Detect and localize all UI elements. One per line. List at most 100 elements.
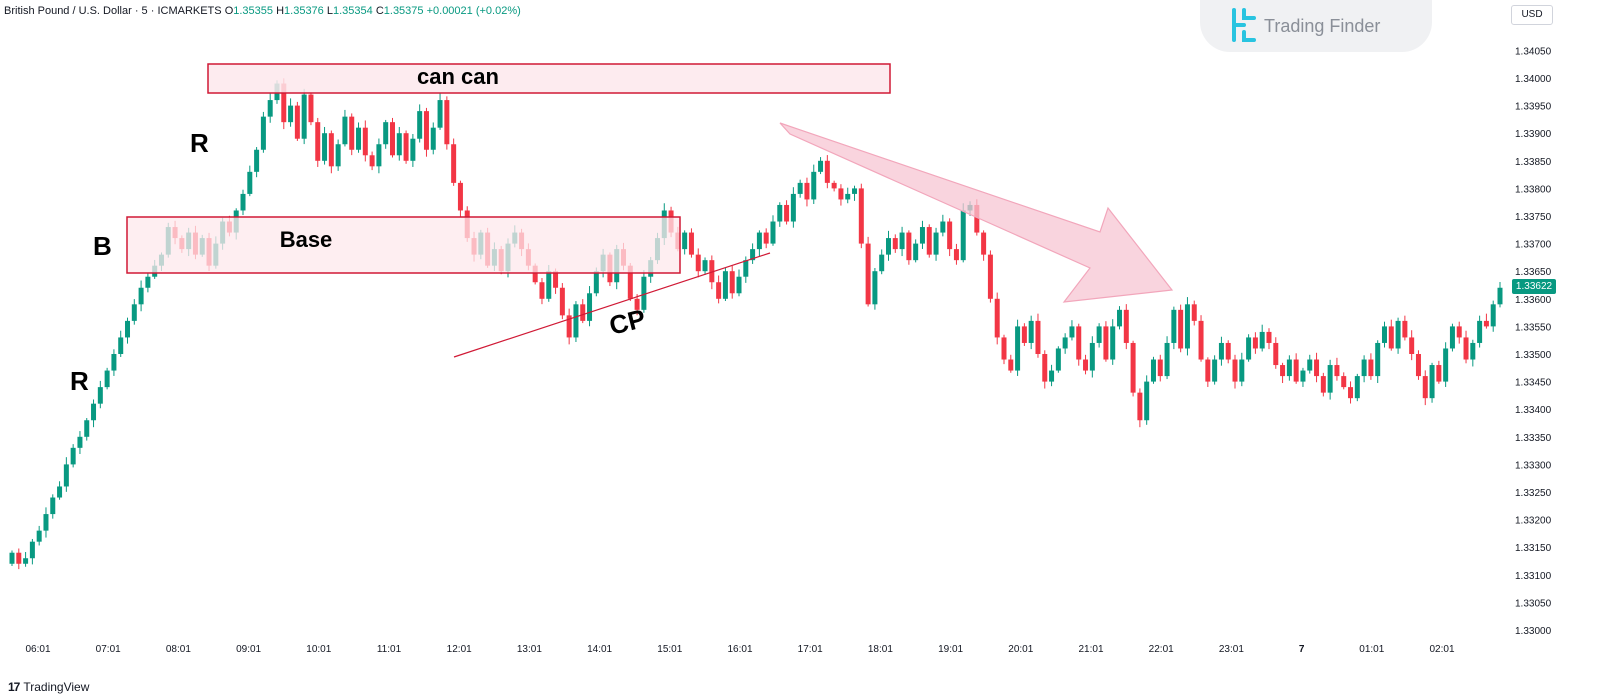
candle-body [1164, 342, 1170, 377]
candle-body [16, 552, 22, 564]
candle-body [43, 514, 49, 531]
candle-body [1246, 337, 1252, 360]
candle-body [743, 260, 749, 277]
candle-body [342, 116, 348, 145]
candle-body [267, 100, 273, 117]
candle-body [457, 182, 463, 211]
candle-body [1409, 337, 1415, 354]
candle-body [376, 144, 382, 167]
x-tick-label: 13:01 [517, 644, 542, 655]
candle-body [947, 221, 953, 250]
candle-body [288, 105, 294, 123]
tradingview-label: TradingView [23, 680, 90, 694]
symbol-label: British Pound / U.S. Dollar · 5 · ICMARK… [4, 5, 222, 17]
y-tick-label: 1.33850 [1515, 157, 1552, 168]
currency-button[interactable]: USD [1511, 5, 1553, 25]
candle-body [9, 552, 15, 564]
candle-body [858, 188, 864, 244]
candle-body [57, 486, 63, 498]
candle-body [1320, 376, 1326, 393]
candle-body [1076, 326, 1082, 360]
y-tick-label: 1.34000 [1515, 74, 1552, 85]
open-value: 1.35355 [233, 5, 274, 17]
x-tick-label: 09:01 [236, 644, 261, 655]
base-zone-box [126, 216, 681, 274]
label-cp: CP [606, 303, 648, 341]
candle-body [97, 387, 103, 404]
x-tick-label: 19:01 [938, 644, 963, 655]
symbol-header: British Pound / U.S. Dollar · 5 · ICMARK… [4, 5, 521, 17]
candle-body [1395, 320, 1401, 349]
candle-body [682, 232, 688, 250]
candle-body [451, 144, 457, 183]
candle-body [953, 249, 959, 261]
change-value: +0.00021 (+0.02%) [426, 5, 521, 17]
y-tick-label: 1.34050 [1515, 46, 1552, 57]
x-tick-label: 06:01 [25, 644, 50, 655]
candle-body [879, 254, 885, 272]
candle-body [1341, 376, 1347, 388]
candle-body [70, 447, 76, 465]
candle-body [1028, 320, 1034, 343]
candle-body [1327, 365, 1333, 393]
y-tick-label: 1.33450 [1515, 378, 1552, 389]
y-tick-label: 1.33950 [1515, 102, 1552, 113]
candle-body [559, 287, 565, 316]
candle-body [702, 260, 708, 272]
candle-body [1300, 370, 1306, 382]
supply-zone-box [207, 63, 891, 94]
candle-body [254, 149, 260, 172]
y-tick-label: 1.33650 [1515, 267, 1552, 278]
candle-body [389, 122, 395, 156]
candle-body [315, 122, 321, 161]
candle-body [1035, 320, 1041, 354]
candle-body [1212, 359, 1218, 382]
candle-body [1001, 337, 1007, 360]
candle-body [1314, 359, 1320, 377]
candle-body [1150, 359, 1156, 382]
candle-body [797, 182, 803, 194]
candle-body [349, 116, 355, 150]
high-value: 1.35376 [284, 5, 324, 17]
candle-body [1096, 326, 1102, 343]
x-tick-label: 01:01 [1359, 644, 1384, 655]
base-zone-label: Base [280, 227, 333, 252]
x-axis: 06:01 07:01 08:01 09:01 10:01 11:01 12:01 13:01… [25, 644, 1454, 655]
candle-body [423, 111, 429, 150]
candle-body [91, 403, 97, 421]
candle-body [885, 238, 891, 255]
candle-body [695, 254, 701, 272]
candle-body [63, 464, 69, 487]
tradingview-brand[interactable]: 17 TradingView [8, 680, 89, 694]
candle-body [23, 558, 29, 564]
candle-body [1286, 359, 1292, 377]
supply-zone-label: can can [417, 64, 499, 89]
candle-body [1225, 342, 1231, 360]
x-tick-label: 11:01 [377, 644, 402, 655]
candle-body [1239, 359, 1245, 382]
candle-body [790, 193, 796, 222]
price-axis-panel[interactable] [1508, 0, 1600, 660]
candle-body [84, 420, 90, 437]
candle-body [335, 144, 341, 167]
x-tick-label: 7 [1299, 644, 1305, 655]
candle-body [1198, 320, 1204, 360]
candle-body [770, 221, 776, 244]
candle-body [1110, 326, 1116, 360]
candle-body [1483, 320, 1489, 327]
candle-body [403, 133, 409, 161]
candle-body [444, 100, 450, 145]
candle-body [1477, 320, 1483, 343]
x-tick-label: 21:01 [1078, 644, 1103, 655]
x-tick-label: 18:01 [868, 644, 893, 655]
candle-body [1042, 354, 1048, 382]
candle-body [804, 182, 810, 200]
candle-body [831, 182, 837, 189]
candle-body [1184, 304, 1190, 349]
y-tick-label: 1.33300 [1515, 460, 1552, 471]
candle-body [1205, 359, 1211, 382]
candle-body [1490, 304, 1496, 327]
candle-body [328, 133, 334, 167]
candle-body [1334, 365, 1340, 377]
